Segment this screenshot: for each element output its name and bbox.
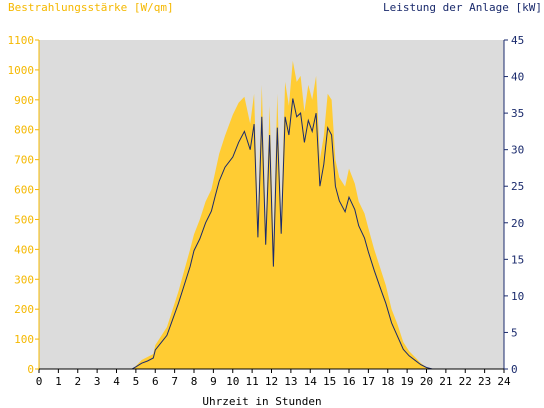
x-tick-label: 15 — [323, 375, 336, 388]
x-tick-label: 11 — [246, 375, 259, 388]
right-y-tick-label: 25 — [511, 180, 524, 193]
x-tick-label: 0 — [36, 375, 43, 388]
x-tick-label: 2 — [74, 375, 81, 388]
right-y-tick-label: 0 — [511, 363, 518, 376]
left-axis-title: Bestrahlungsstärke [W/qm] — [8, 1, 174, 14]
power-line — [39, 98, 504, 370]
x-tick-label: 22 — [459, 375, 472, 388]
x-tick-label: 4 — [113, 375, 120, 388]
x-tick-label: 19 — [401, 375, 414, 388]
x-tick-label: 3 — [94, 375, 101, 388]
left-y-tick-label: 300 — [14, 273, 34, 286]
right-y-tick-label: 20 — [511, 217, 524, 230]
x-tick-label: 5 — [133, 375, 140, 388]
right-y-tick-label: 5 — [511, 326, 518, 339]
x-tick-label: 21 — [439, 375, 452, 388]
left-y-tick-label: 800 — [14, 124, 34, 137]
right-y-tick-label: 30 — [511, 144, 524, 157]
left-y-tick-label: 900 — [14, 94, 34, 107]
x-tick-label: 23 — [478, 375, 491, 388]
x-tick-label: 8 — [191, 375, 198, 388]
plot-marks — [39, 60, 504, 370]
right-y-tick-label: 15 — [511, 253, 524, 266]
x-tick-label: 9 — [210, 375, 217, 388]
right-axis-title: Leistung der Anlage [kW] — [383, 1, 542, 14]
left-y-tick-label: 500 — [14, 213, 34, 226]
x-tick-label: 16 — [342, 375, 355, 388]
right-y-tick-label: 10 — [511, 290, 524, 303]
right-y-tick-label: 40 — [511, 71, 524, 84]
x-tick-label: 12 — [265, 375, 278, 388]
x-axis-label: Uhrzeit in Stunden — [202, 395, 321, 408]
left-y-tick-label: 700 — [14, 154, 34, 167]
x-tick-label: 1 — [55, 375, 62, 388]
axis-ticks: 0 1 2 3 4 5 6 7 8 9 10 11 12 13 14 15 16 17 18 19 20 21 22 23 24… — [8, 34, 525, 388]
left-y-tick-label: 1000 — [8, 64, 35, 77]
left-y-tick-label: 0 — [27, 363, 34, 376]
x-tick-label: 10 — [226, 375, 239, 388]
right-y-tick-label: 35 — [511, 107, 524, 120]
x-tick-label: 18 — [381, 375, 394, 388]
left-y-tick-label: 200 — [14, 303, 34, 316]
x-tick-label: 6 — [152, 375, 159, 388]
left-y-tick-label: 400 — [14, 243, 34, 256]
left-y-tick-label: 100 — [14, 333, 34, 346]
x-tick-label: 24 — [497, 375, 511, 388]
x-tick-label: 13 — [284, 375, 297, 388]
x-tick-label: 14 — [304, 375, 318, 388]
left-y-tick-label: 1100 — [8, 34, 35, 47]
x-tick-label: 17 — [362, 375, 375, 388]
left-y-tick-label: 600 — [14, 184, 34, 197]
x-tick-label: 20 — [420, 375, 433, 388]
right-y-tick-label: 45 — [511, 34, 524, 47]
x-tick-label: 7 — [171, 375, 178, 388]
